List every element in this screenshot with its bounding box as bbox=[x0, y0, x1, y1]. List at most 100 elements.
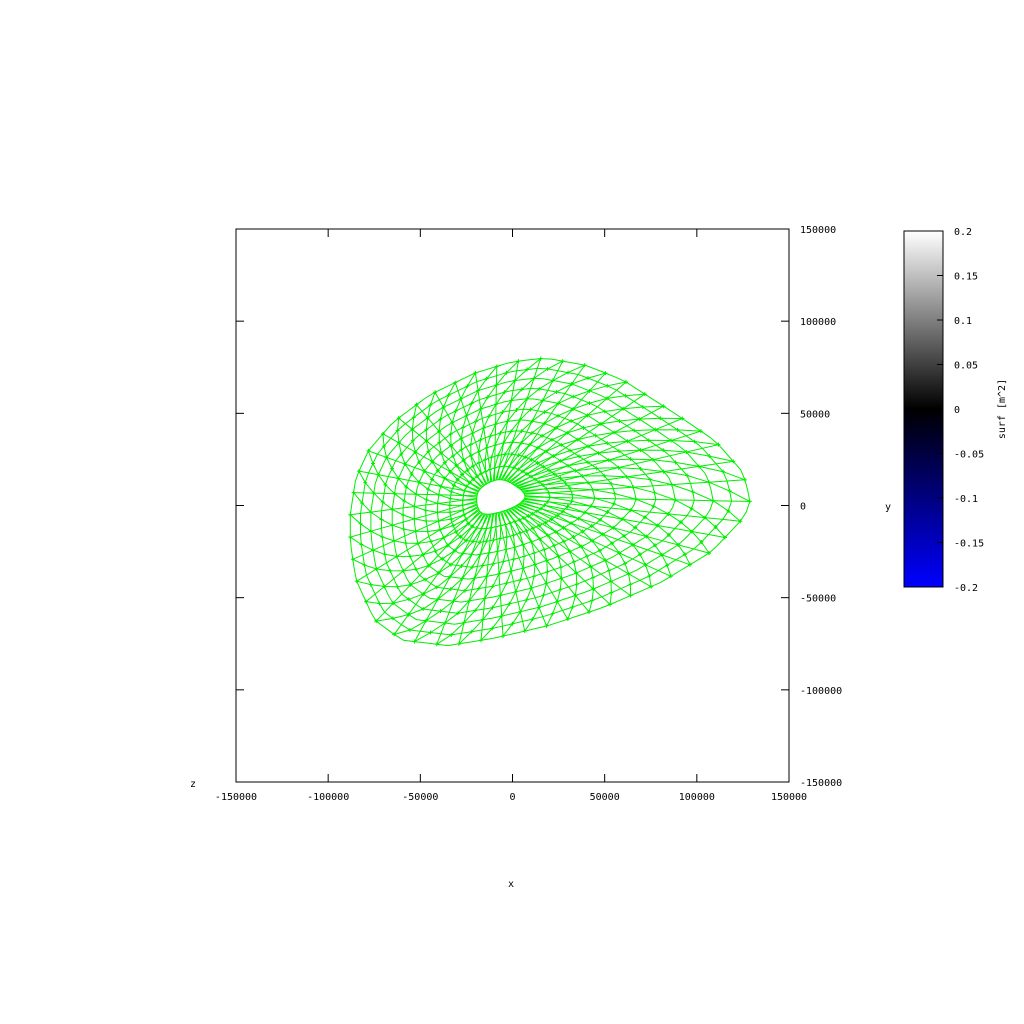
mesh-spoke bbox=[393, 512, 483, 635]
mesh-node bbox=[545, 366, 550, 371]
mesh-node bbox=[507, 464, 512, 469]
mesh-node bbox=[652, 543, 657, 548]
mesh-node bbox=[504, 370, 509, 375]
mesh-diagonal bbox=[516, 504, 578, 620]
mesh-node bbox=[509, 398, 514, 403]
mesh-node bbox=[380, 500, 385, 505]
mesh-node bbox=[498, 593, 503, 598]
mesh-node bbox=[513, 589, 518, 594]
mesh-node bbox=[424, 497, 429, 502]
mesh-node bbox=[547, 468, 552, 473]
mesh-node bbox=[644, 534, 649, 539]
mesh-node bbox=[638, 466, 643, 471]
mesh-node bbox=[484, 376, 489, 381]
mesh-node bbox=[514, 407, 519, 412]
mesh-node bbox=[433, 549, 438, 554]
mesh-diagonal bbox=[358, 470, 479, 522]
mesh-node bbox=[574, 582, 579, 587]
mesh-node bbox=[377, 601, 382, 606]
mesh-node bbox=[430, 459, 435, 464]
mesh-node bbox=[360, 501, 365, 506]
mesh-node bbox=[628, 593, 633, 598]
mesh-node bbox=[597, 548, 602, 553]
mesh-node bbox=[395, 428, 400, 433]
mesh-node bbox=[428, 402, 433, 407]
mesh-node bbox=[510, 621, 515, 626]
mesh-node bbox=[565, 617, 570, 622]
mesh-node bbox=[415, 541, 420, 546]
mesh-node bbox=[447, 574, 452, 579]
mesh-node bbox=[485, 395, 490, 400]
mesh-node bbox=[382, 552, 387, 557]
mesh-node bbox=[620, 517, 625, 522]
mesh-node bbox=[598, 421, 603, 426]
mesh-spoke bbox=[522, 460, 734, 493]
surface-mesh bbox=[348, 356, 752, 647]
mesh-node bbox=[502, 390, 507, 395]
mesh-node bbox=[368, 582, 373, 587]
mesh-node bbox=[476, 388, 481, 393]
mesh-node bbox=[479, 471, 484, 476]
mesh-node bbox=[561, 539, 566, 544]
mesh-node bbox=[566, 370, 571, 375]
mesh-node bbox=[628, 582, 633, 587]
colorbar-tick-label: -0.2 bbox=[954, 583, 978, 594]
mesh-node bbox=[411, 415, 416, 420]
mesh-node bbox=[698, 429, 703, 434]
mesh-node bbox=[389, 466, 394, 471]
mesh-node bbox=[401, 513, 406, 518]
mesh-node bbox=[585, 460, 590, 465]
mesh-spoke bbox=[519, 502, 710, 554]
mesh-node bbox=[530, 617, 535, 622]
mesh-diagonal bbox=[438, 382, 479, 493]
mesh-node bbox=[460, 576, 465, 581]
mesh-diagonal bbox=[513, 458, 746, 486]
mesh-node bbox=[370, 461, 375, 466]
mesh-node bbox=[592, 496, 597, 501]
mesh-node bbox=[356, 469, 361, 474]
mesh-node bbox=[470, 524, 475, 529]
mesh-node bbox=[607, 568, 612, 573]
mesh-node bbox=[401, 568, 406, 573]
mesh-node bbox=[524, 367, 529, 372]
mesh-node bbox=[425, 529, 430, 534]
mesh-node bbox=[542, 503, 547, 508]
mesh-node bbox=[585, 376, 590, 381]
mesh-node bbox=[433, 390, 438, 395]
mesh-node bbox=[527, 442, 532, 447]
mesh-node bbox=[473, 370, 478, 375]
mesh-node bbox=[460, 498, 465, 503]
mesh-node bbox=[590, 538, 595, 543]
mesh-node bbox=[507, 601, 512, 606]
mesh-node bbox=[448, 432, 453, 437]
mesh-node bbox=[559, 576, 564, 581]
mesh-node bbox=[623, 561, 628, 566]
mesh-node bbox=[531, 376, 536, 381]
mesh-node bbox=[476, 449, 481, 454]
mesh-node bbox=[608, 602, 613, 607]
mesh-node bbox=[569, 521, 574, 526]
y-tick-labels: -150000 -100000 -50000 0 50000 100000 150000 bbox=[800, 225, 842, 789]
mesh-node bbox=[632, 428, 637, 433]
mesh-node bbox=[384, 455, 389, 460]
mesh-node bbox=[366, 448, 371, 453]
mesh-node bbox=[423, 508, 428, 513]
x-tick-label: -150000 bbox=[215, 792, 257, 803]
mesh-diagonal bbox=[492, 372, 606, 482]
mesh-node bbox=[461, 425, 466, 430]
mesh-node bbox=[445, 543, 450, 548]
mesh-node bbox=[368, 529, 373, 534]
mesh-node bbox=[524, 472, 529, 477]
mesh-node bbox=[470, 565, 475, 570]
mesh-node bbox=[676, 542, 681, 547]
mesh-node bbox=[521, 515, 526, 520]
mesh-node bbox=[579, 544, 584, 549]
mesh-node bbox=[413, 529, 418, 534]
mesh-node bbox=[558, 587, 563, 592]
mesh-node bbox=[624, 474, 629, 479]
mesh-node bbox=[587, 388, 592, 393]
mesh-node bbox=[747, 499, 752, 504]
mesh-node bbox=[558, 476, 563, 481]
mesh-node bbox=[590, 487, 595, 492]
mesh-node bbox=[449, 632, 454, 637]
